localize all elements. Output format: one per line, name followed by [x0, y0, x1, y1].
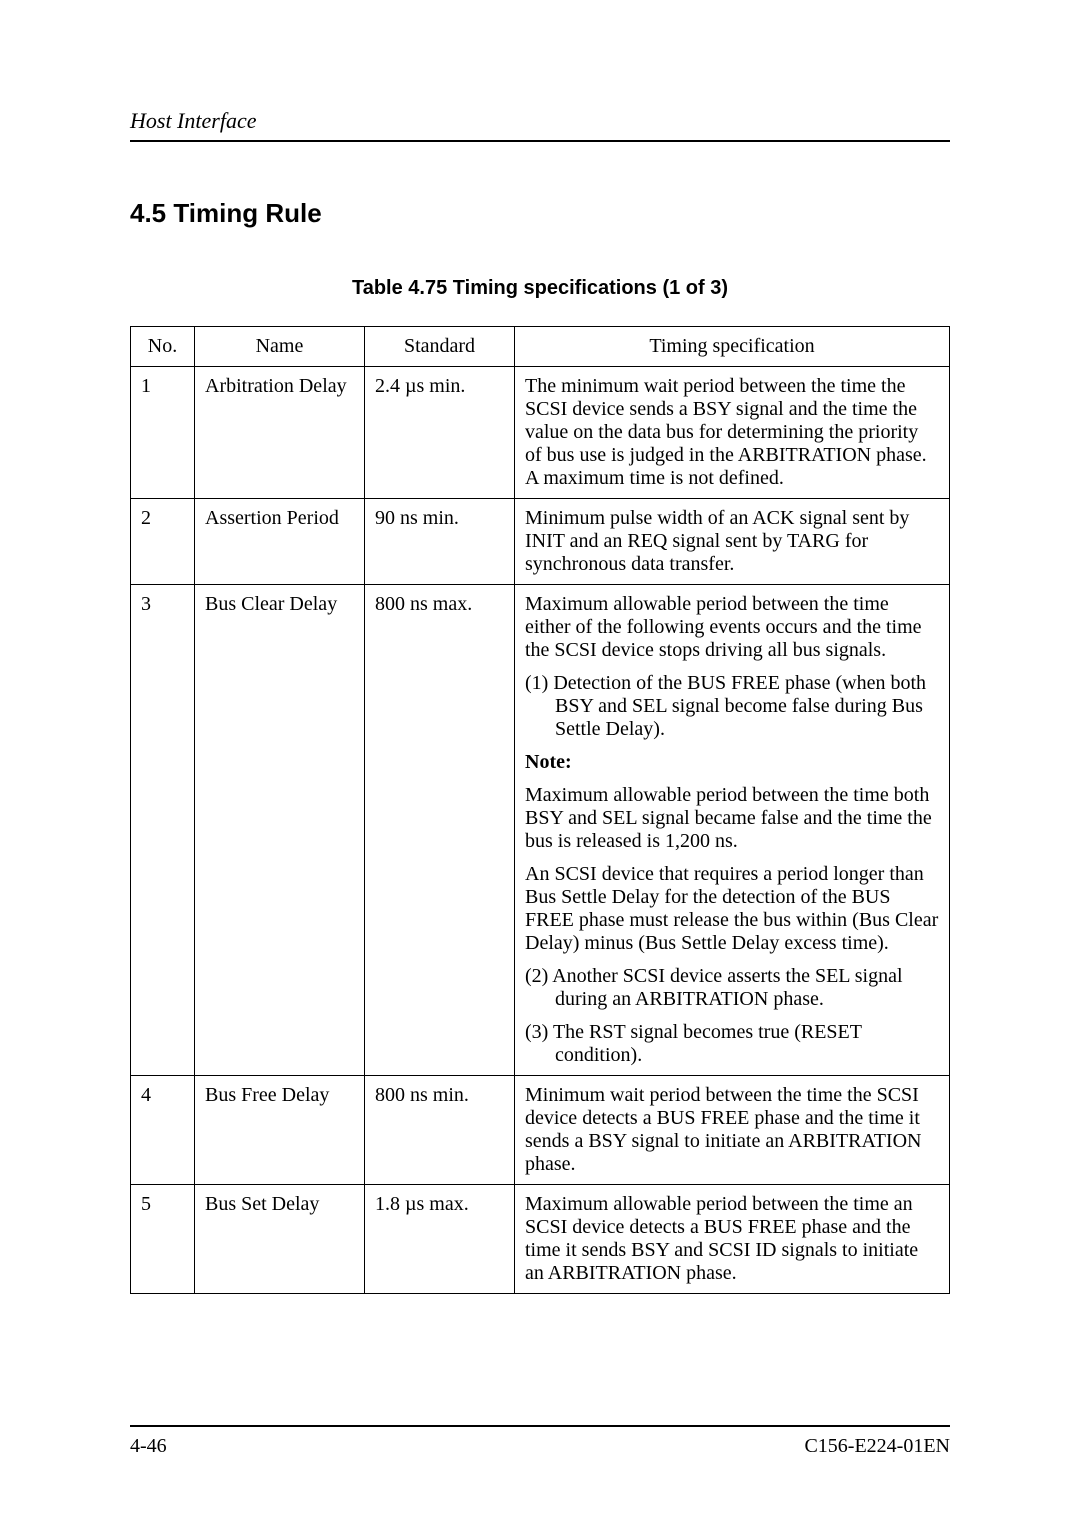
page: Host Interface 4.5 Timing Rule Table 4.7… — [0, 0, 1080, 1374]
spec-para: The minimum wait period between the time… — [525, 375, 939, 490]
cell-no: 4 — [131, 1076, 195, 1185]
spec-para: Minimum wait period between the time the… — [525, 1084, 939, 1176]
col-spec: Timing specification — [515, 327, 950, 367]
table-header-row: No. Name Standard Timing specification — [131, 327, 950, 367]
spec-intro: Maximum allowable period between the tim… — [525, 593, 939, 662]
cell-spec: Minimum pulse width of an ACK signal sen… — [515, 499, 950, 585]
doc-id: C156-E224-01EN — [804, 1435, 950, 1458]
footer-rule — [130, 1425, 950, 1427]
spec-item-1: (1) Detection of the BUS FREE phase (whe… — [525, 672, 939, 741]
cell-name: Bus Free Delay — [195, 1076, 365, 1185]
spec-item-3: (3) The RST signal becomes true (RESET c… — [525, 1021, 939, 1067]
cell-name: Arbitration Delay — [195, 367, 365, 499]
table-row: 1 Arbitration Delay 2.4 µs min. The mini… — [131, 367, 950, 499]
cell-standard: 2.4 µs min. — [365, 367, 515, 499]
cell-standard: 800 ns min. — [365, 1076, 515, 1185]
cell-name: Bus Clear Delay — [195, 585, 365, 1076]
cell-no: 1 — [131, 367, 195, 499]
cell-standard: 1.8 µs max. — [365, 1185, 515, 1294]
note-label: Note: — [525, 751, 939, 774]
cell-spec: The minimum wait period between the time… — [515, 367, 950, 499]
spec-item-2: (2) Another SCSI device asserts the SEL … — [525, 965, 939, 1011]
page-number: 4-46 — [130, 1435, 167, 1458]
timing-spec-table: No. Name Standard Timing specification 1… — [130, 326, 950, 1294]
table-row: 2 Assertion Period 90 ns min. Minimum pu… — [131, 499, 950, 585]
table-caption: Table 4.75 Timing specifications (1 of 3… — [130, 277, 950, 300]
cell-standard: 800 ns max. — [365, 585, 515, 1076]
spec-para: Minimum pulse width of an ACK signal sen… — [525, 507, 939, 576]
col-no: No. — [131, 327, 195, 367]
header-rule — [130, 140, 950, 142]
section-heading: 4.5 Timing Rule — [130, 198, 950, 229]
cell-no: 5 — [131, 1185, 195, 1294]
table-row: 3 Bus Clear Delay 800 ns max. Maximum al… — [131, 585, 950, 1076]
note-para: Maximum allowable period between the tim… — [525, 784, 939, 853]
cell-no: 3 — [131, 585, 195, 1076]
page-footer: 4-46 C156-E224-01EN — [130, 1425, 950, 1458]
spec-para: Maximum allowable period between the tim… — [525, 1193, 939, 1285]
cell-no: 2 — [131, 499, 195, 585]
cell-standard: 90 ns min. — [365, 499, 515, 585]
cell-spec: Maximum allowable period between the tim… — [515, 1185, 950, 1294]
table-row: 4 Bus Free Delay 800 ns min. Minimum wai… — [131, 1076, 950, 1185]
running-header: Host Interface — [130, 108, 950, 134]
table-row: 5 Bus Set Delay 1.8 µs max. Maximum allo… — [131, 1185, 950, 1294]
cell-name: Bus Set Delay — [195, 1185, 365, 1294]
col-name: Name — [195, 327, 365, 367]
cell-name: Assertion Period — [195, 499, 365, 585]
cell-spec: Minimum wait period between the time the… — [515, 1076, 950, 1185]
col-standard: Standard — [365, 327, 515, 367]
cell-spec: Maximum allowable period between the tim… — [515, 585, 950, 1076]
note-para: An SCSI device that requires a period lo… — [525, 863, 939, 955]
